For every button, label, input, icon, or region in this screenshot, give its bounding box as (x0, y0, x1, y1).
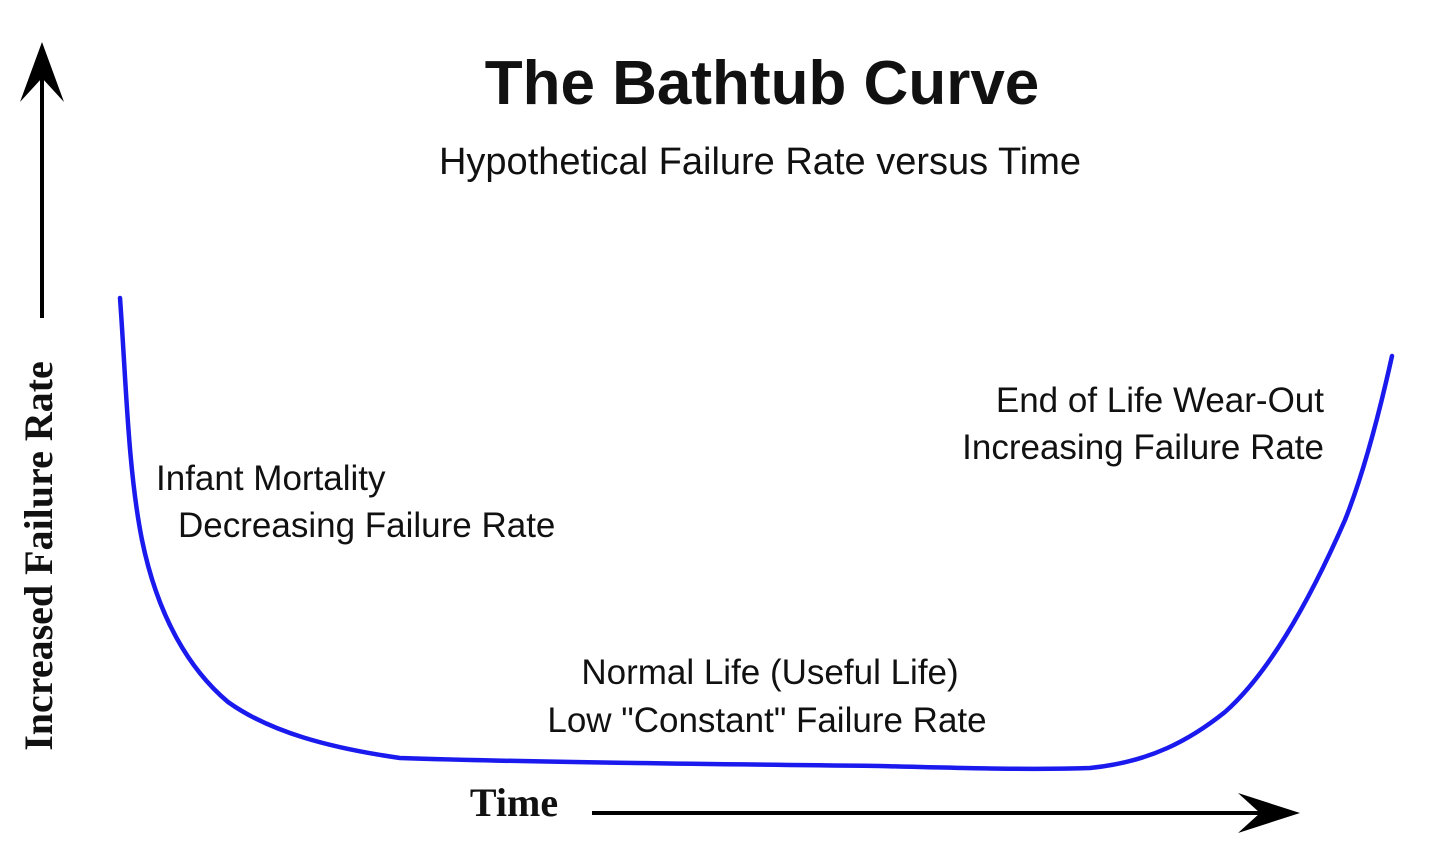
y-axis-arrow (20, 42, 64, 318)
normal-life-sublabel: Low "Constant" Failure Rate (547, 701, 986, 740)
x-axis-arrowhead (1238, 793, 1300, 833)
infant-mortality-sublabel: Decreasing Failure Rate (178, 506, 555, 545)
failure-rate-curve (117, 295, 1395, 772)
x-axis-label: Time (470, 780, 558, 825)
x-axis-arrow (592, 793, 1300, 833)
wear-out-sublabel: Increasing Failure Rate (962, 428, 1324, 467)
diagram-subtitle: Hypothetical Failure Rate versus Time (439, 141, 1081, 183)
wear-out-label: End of Life Wear-Out (996, 381, 1324, 420)
y-axis-label: Increased Failure Rate (16, 361, 61, 751)
diagram-title: The Bathtub Curve (485, 49, 1040, 118)
infant-mortality-label: Infant Mortality (156, 459, 386, 498)
normal-life-annotation: Normal Life (Useful Life) Low "Constant"… (547, 653, 986, 740)
infant-mortality-annotation: Infant Mortality Decreasing Failure Rate (156, 459, 555, 545)
y-axis-arrowhead (20, 42, 64, 102)
wear-out-annotation: End of Life Wear-Out Increasing Failure … (962, 381, 1324, 467)
normal-life-label: Normal Life (Useful Life) (581, 653, 958, 692)
